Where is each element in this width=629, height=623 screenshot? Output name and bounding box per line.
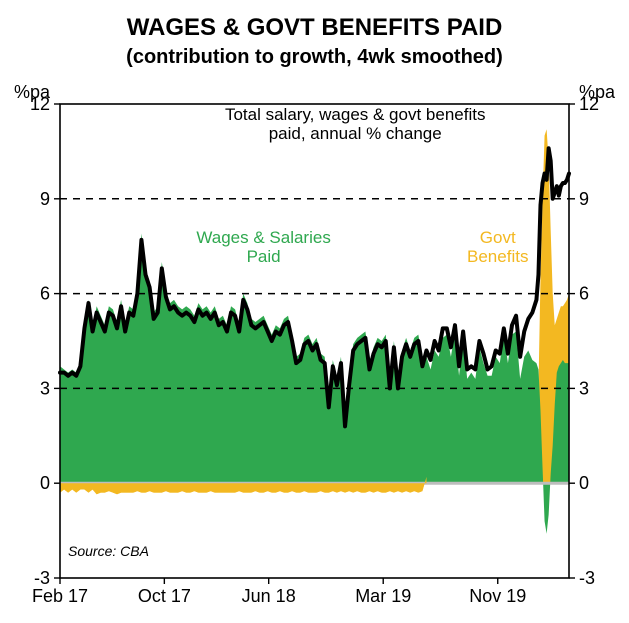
ytick-right: 3 — [579, 378, 589, 398]
y-unit-left: %pa — [14, 82, 51, 102]
chart-svg: -3-3003366991212%pa%paFeb 17Oct 17Jun 18… — [0, 0, 629, 623]
ytick-right: -3 — [579, 568, 595, 588]
xtick: Oct 17 — [138, 586, 191, 606]
ytick-right: 6 — [579, 284, 589, 304]
annotation: Total salary, wages & govt benefits — [225, 105, 486, 124]
ytick-left: 6 — [40, 284, 50, 304]
annotation: Wages & Salaries — [196, 228, 330, 247]
ytick-right: 0 — [579, 473, 589, 493]
chart-subtitle: (contribution to growth, 4wk smoothed) — [0, 46, 629, 69]
ytick-left: 3 — [40, 378, 50, 398]
ytick-left: 9 — [40, 189, 50, 209]
xtick: Nov 19 — [469, 586, 526, 606]
ytick-left: 0 — [40, 473, 50, 493]
xtick: Mar 19 — [355, 586, 411, 606]
annotation: paid, annual % change — [269, 124, 442, 143]
y-unit-right: %pa — [579, 82, 616, 102]
ytick-right: 9 — [579, 189, 589, 209]
annotation: Govt — [480, 228, 516, 247]
annotation: Benefits — [467, 247, 528, 266]
annotation: Paid — [247, 247, 281, 266]
source-text: Source: CBA — [68, 543, 149, 559]
ytick-left: -3 — [34, 568, 50, 588]
chart-title: WAGES & GOVT BENEFITS PAID — [0, 14, 629, 42]
xtick: Feb 17 — [32, 586, 88, 606]
chart-container: WAGES & GOVT BENEFITS PAID (contribution… — [0, 0, 629, 623]
xtick: Jun 18 — [242, 586, 296, 606]
